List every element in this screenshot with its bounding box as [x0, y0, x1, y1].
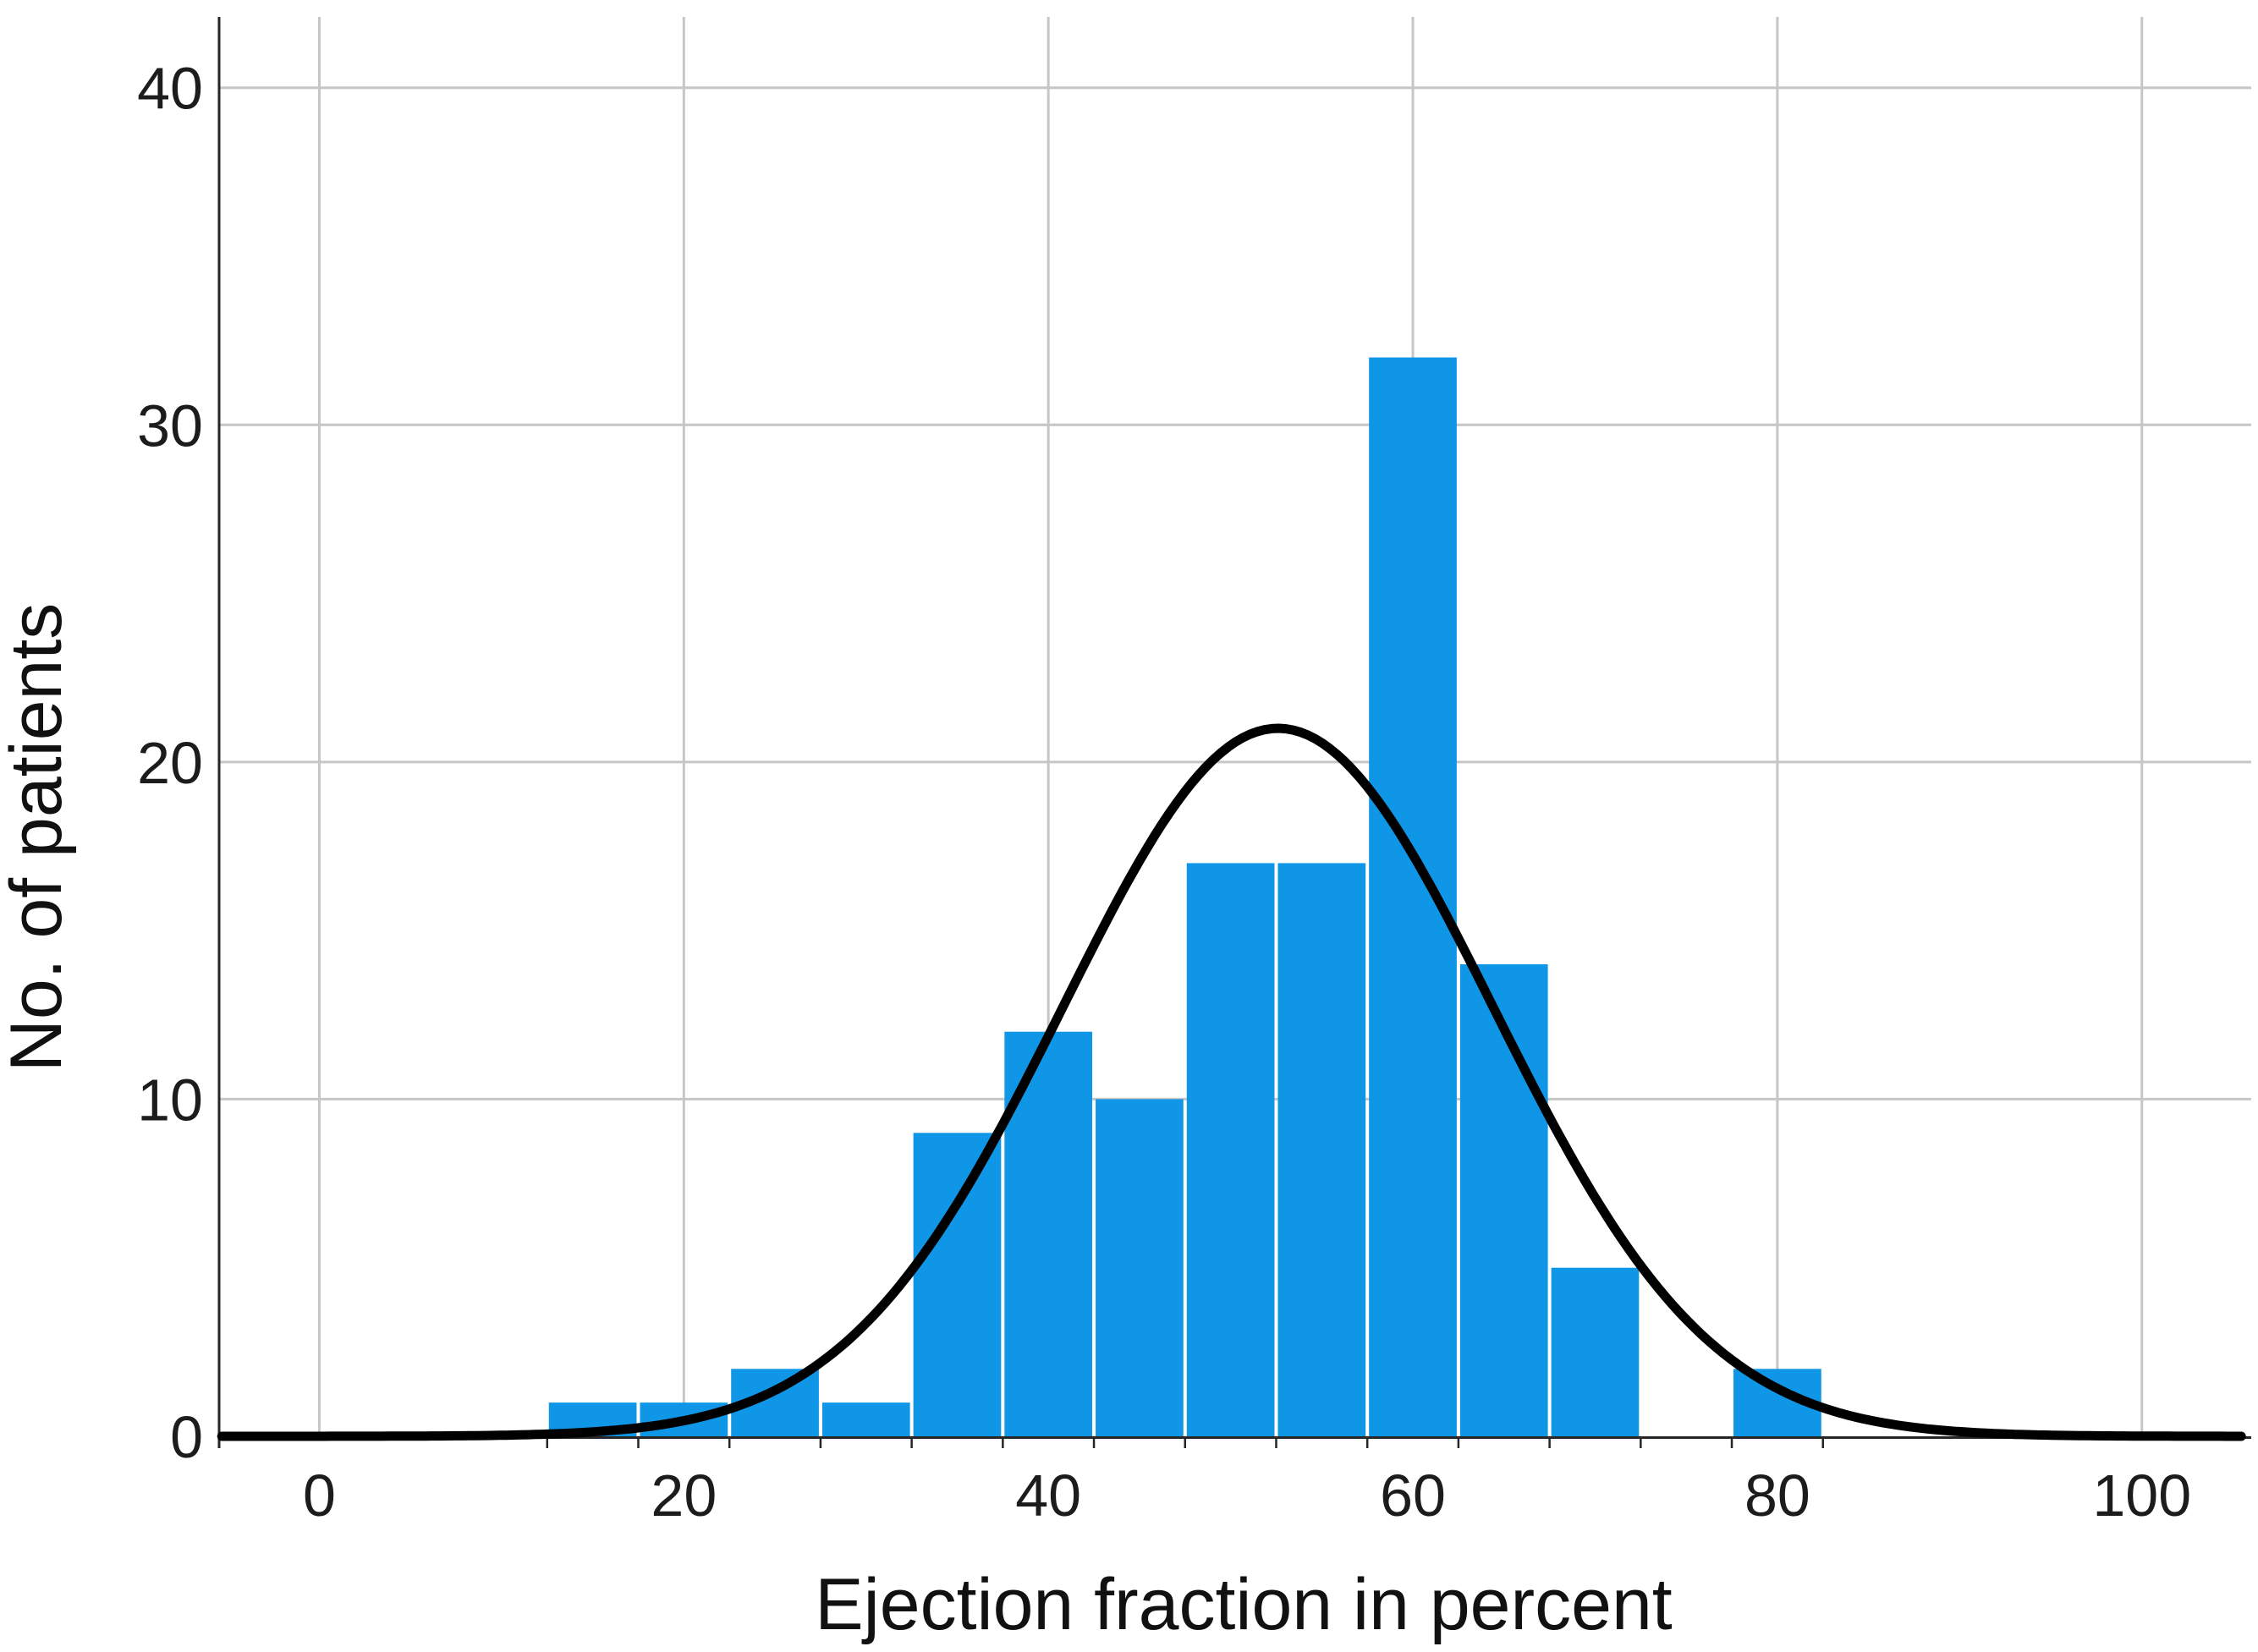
normal-curve-layer: [217, 723, 2246, 1441]
histogram-bar: [913, 1133, 1002, 1436]
histogram-bar: [821, 1402, 910, 1436]
x-tick-label: 40: [1015, 1463, 1081, 1529]
histogram-bar: [1551, 1267, 1640, 1436]
histogram-bar: [1459, 963, 1548, 1436]
histogram-bar: [1096, 1099, 1184, 1436]
x-tick-label: 60: [1380, 1463, 1446, 1529]
x-tick-label: 100: [2092, 1463, 2191, 1529]
normal-curve: [217, 723, 2246, 1441]
y-tick-label: 0: [170, 1404, 203, 1470]
histogram-bar: [1186, 863, 1275, 1436]
x-tick-label: 0: [303, 1463, 336, 1529]
histogram-bar: [1277, 863, 1366, 1436]
y-tick-label: 20: [137, 730, 203, 796]
histogram-bars: [548, 357, 1821, 1437]
y-tick-label: 30: [137, 392, 203, 458]
gridlines: [219, 17, 2251, 1436]
x-tick-label: 20: [651, 1463, 717, 1529]
x-tick-label: 80: [1744, 1463, 1810, 1529]
x-axis-title: Ejection fraction in percent: [815, 1564, 1673, 1645]
histogram-bar: [1369, 357, 1457, 1437]
tick-labels: 0 10 20 30 40 0 20 40 60 80 100: [137, 56, 2191, 1529]
y-tick-label: 40: [137, 56, 203, 122]
y-tick-label: 10: [137, 1067, 203, 1133]
y-axis-title: No. of patients: [0, 603, 77, 1073]
